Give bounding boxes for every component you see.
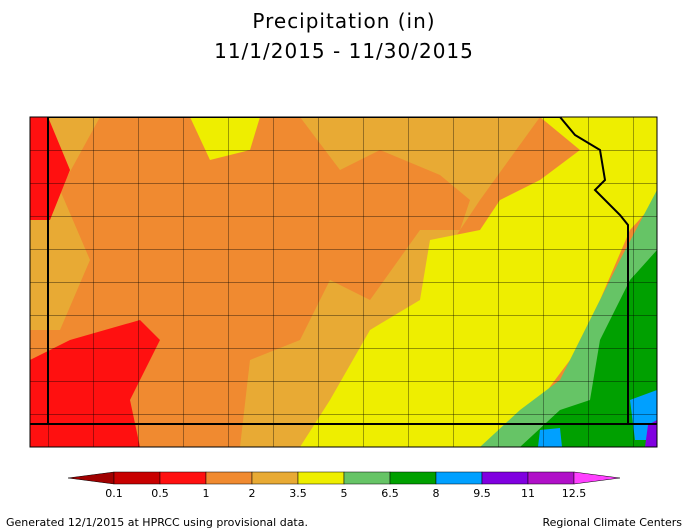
legend-swatch [343, 471, 391, 485]
legend-swatch [67, 471, 115, 485]
legend-label: 1 [203, 487, 210, 500]
legend-label: 5 [341, 487, 348, 500]
legend-swatch [573, 471, 621, 485]
legend-swatch [435, 471, 483, 485]
legend-label: 3.5 [289, 487, 307, 500]
map [30, 117, 657, 447]
legend-label: 12.5 [562, 487, 587, 500]
title: Precipitation (in) [252, 9, 435, 33]
legend-swatch [297, 471, 345, 485]
legend-label: 6.5 [381, 487, 399, 500]
legend-label: 0.1 [105, 487, 123, 500]
footer-left: Generated 12/1/2015 at HPRCC using provi… [6, 516, 308, 529]
legend-label: 0.5 [151, 487, 169, 500]
period: 11/1/2015 - 11/30/2015 [214, 39, 474, 63]
legend-label: 11 [521, 487, 535, 500]
legend-swatch [113, 471, 161, 485]
legend-swatch [159, 471, 207, 485]
footer-right: Regional Climate Centers [542, 516, 682, 529]
legend-swatch [205, 471, 253, 485]
legend-swatch [251, 471, 299, 485]
legend-label: 2 [249, 487, 256, 500]
legend-label: 9.5 [473, 487, 491, 500]
legend-swatch [527, 471, 575, 485]
legend: 0.1 0.5 1 2 3.5 5 6.5 8 9.5 11 12.5 [67, 471, 621, 500]
legend-swatch [389, 471, 437, 485]
legend-swatch [481, 471, 529, 485]
legend-label: 8 [433, 487, 440, 500]
